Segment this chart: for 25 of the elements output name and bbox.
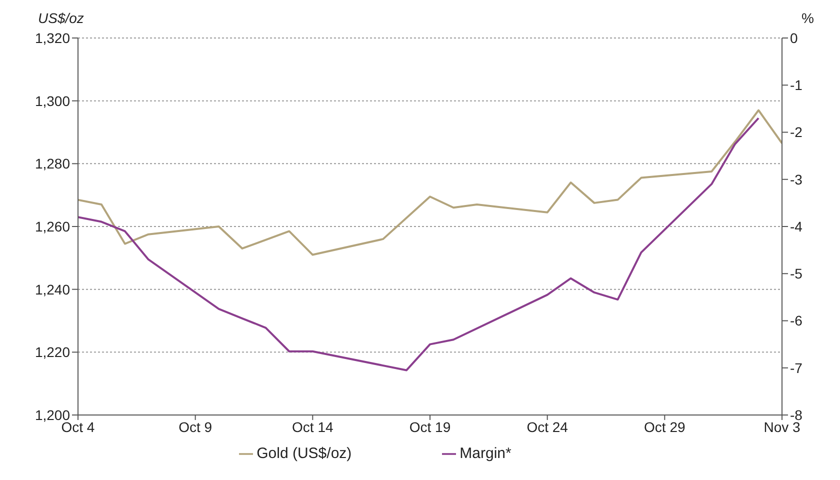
y2-tick-label: -5: [790, 266, 803, 282]
x-tick-label: Oct 29: [644, 418, 686, 435]
legend-label: Margin*: [460, 445, 512, 462]
line-series: [78, 117, 760, 372]
x-tick-label: Oct 24: [526, 418, 568, 435]
y2-tick-label: -1: [790, 77, 803, 94]
y2-tick-label: -7: [790, 360, 803, 376]
y-tick-label: 1,260: [34, 218, 70, 234]
y-tick-label: 1,320: [34, 30, 70, 46]
y2-tick-label: 0: [790, 30, 798, 46]
y2-tick-label: -2: [790, 124, 803, 140]
y-tick-label: 1,240: [34, 281, 70, 298]
y-tick-label: 1,220: [34, 344, 70, 360]
y2-tick-label: -4: [790, 218, 803, 234]
legend-label: Gold (US$/oz): [256, 445, 352, 462]
y2-tick-label: -3: [790, 171, 803, 188]
line-series: [78, 109, 782, 256]
y-axis-title: US$/oz: [38, 10, 84, 26]
y-tick-label: 1,280: [34, 156, 70, 172]
x-tick-label: Oct 14: [292, 418, 334, 435]
x-tick-label: Oct 19: [409, 418, 451, 435]
y-tick-label: 1,300: [34, 92, 70, 109]
y2-tick-label: -6: [790, 312, 803, 329]
y2-axis-title: %: [802, 10, 814, 26]
x-tick-label: Oct 9: [178, 418, 212, 435]
